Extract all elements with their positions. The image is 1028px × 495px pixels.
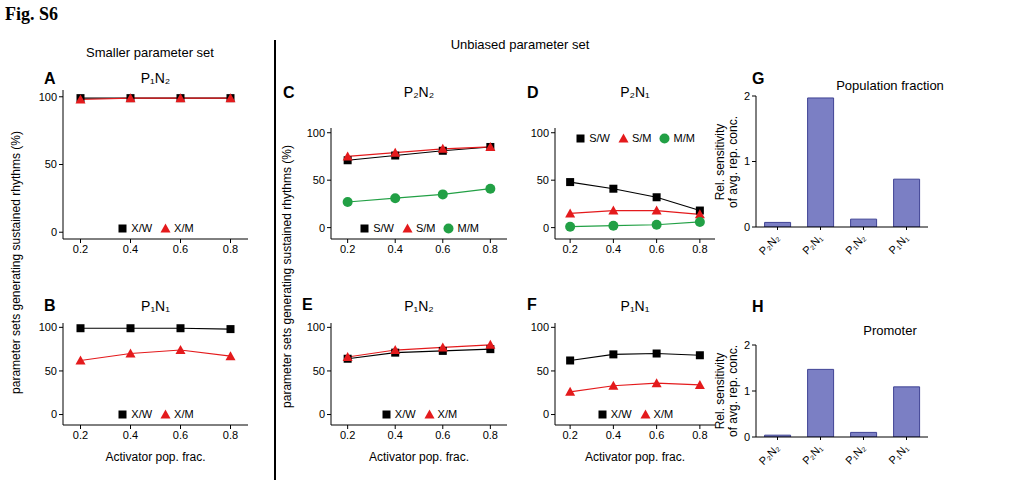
svg-text:P₁N₂: P₁N₂ [843,232,868,257]
svg-text:2: 2 [744,91,750,102]
html-text:C: C [283,84,295,101]
html-text:X/W: X/W [131,222,153,234]
html-text:Fig. S6: Fig. S6 [5,4,58,24]
html-text:P₁N₂: P₁N₂ [140,70,171,86]
svg-text:0.6: 0.6 [649,429,664,441]
html-text:A: A [44,70,56,87]
svg-text:0.4: 0.4 [606,243,621,255]
svg-text:0.2: 0.2 [73,429,88,441]
html-text:D: D [527,84,539,101]
svg-text:100: 100 [531,127,549,139]
svg-text:50: 50 [45,158,57,170]
html-text:S/W: S/W [589,132,610,144]
html-text:P₂N₂: P₂N₂ [403,84,435,100]
svg-text:P₂N₁: P₂N₁ [800,232,825,257]
html-text:X/W: X/W [131,408,153,420]
svg-text:0.6: 0.6 [173,429,188,441]
html-text:P₁N₁: P₁N₁ [141,298,170,314]
html-text:P₁N₁: P₁N₁ [620,298,650,314]
svg-text:0.6: 0.6 [649,243,664,255]
svg-text:0.2: 0.2 [340,429,355,441]
svg-text:50: 50 [537,365,549,377]
html-text:Population fraction: Population fraction [836,78,944,93]
svg-text:0: 0 [543,222,549,234]
svg-text:P₂N₂: P₂N₂ [756,442,781,467]
html-text:X/M: X/M [653,408,674,420]
svg-text:0.6: 0.6 [435,429,450,441]
html-text:Activator pop. frac.: Activator pop. frac. [369,450,469,464]
html-text:M/M: M/M [457,222,479,234]
html-text:parameter sets generating sust: parameter sets generating sustained rhyt… [8,130,23,394]
svg-text:50: 50 [313,174,325,186]
html-text:X/M: X/M [174,222,194,234]
html-text:X/W: X/W [394,408,416,420]
html-text:H: H [752,298,764,315]
svg-text:50: 50 [45,365,57,377]
svg-text:1: 1 [744,155,750,167]
html-text:Activator pop. frac.: Activator pop. frac. [105,450,206,464]
svg-text:0: 0 [744,221,750,233]
svg-text:100: 100 [307,127,325,139]
html-text:of avg. rep. conc.: of avg. rep. conc. [726,115,740,208]
svg-text:P₁N₂: P₁N₂ [843,442,868,467]
svg-text:0.8: 0.8 [483,243,498,255]
svg-text:P₁N₁: P₁N₁ [886,442,911,467]
svg-text:0.6: 0.6 [173,243,188,255]
html-text:G: G [752,70,765,87]
svg-text:0.4: 0.4 [388,243,403,255]
svg-text:0.2: 0.2 [562,429,577,441]
svg-text:0.4: 0.4 [388,429,403,441]
html-text:S/W: S/W [373,222,394,234]
svg-text:P₁N₁: P₁N₁ [886,232,911,257]
svg-text:P₂N₂: P₂N₂ [756,232,781,257]
svg-text:50: 50 [537,174,549,186]
svg-text:0.2: 0.2 [340,243,355,255]
svg-text:100: 100 [39,91,57,103]
svg-text:2: 2 [744,340,750,351]
svg-text:100: 100 [39,321,57,333]
svg-text:P₂N₁: P₂N₁ [800,442,825,467]
svg-text:0.4: 0.4 [606,429,621,441]
html-text:B: B [44,297,56,314]
html-text:M/M: M/M [673,132,695,144]
html-text:P₁N₂: P₁N₂ [404,298,434,314]
html-text:Rel. sensitivity: Rel. sensitivity [713,123,727,200]
html-text:X/M: X/M [174,408,194,420]
svg-text:0: 0 [543,408,549,420]
html-text:X/W: X/W [610,408,632,420]
html-text:P₂N₁: P₂N₁ [620,84,650,100]
html-text:Promoter: Promoter [863,323,917,338]
svg-text:0.8: 0.8 [692,243,707,255]
svg-text:0.8: 0.8 [483,429,498,441]
svg-text:0.4: 0.4 [123,243,138,255]
html-text:Rel. sensitivity: Rel. sensitivity [713,352,727,430]
svg-text:0.4: 0.4 [123,429,138,441]
svg-text:0.2: 0.2 [73,243,88,255]
html-text:of avg. rep. conc.: of avg. rep. conc. [726,345,740,437]
svg-text:0.2: 0.2 [562,243,577,255]
html-text:X/M: X/M [437,408,458,420]
svg-text:0.8: 0.8 [223,429,238,441]
html-text:F: F [527,296,537,313]
svg-text:50: 50 [313,365,325,377]
html-text:E: E [302,296,313,313]
svg-text:0: 0 [744,431,750,443]
html-text:Activator pop. frac.: Activator pop. frac. [585,450,685,464]
svg-text:0: 0 [319,408,325,420]
svg-text:0.8: 0.8 [692,429,707,441]
svg-text:1: 1 [744,385,750,397]
svg-text:0.8: 0.8 [223,243,238,255]
svg-text:100: 100 [307,321,325,333]
html-text:S/M: S/M [415,222,436,234]
svg-text:100: 100 [531,321,549,333]
svg-text:0: 0 [319,222,325,234]
html-text:S/M: S/M [631,132,652,144]
html-text:Smaller parameter set: Smaller parameter set [86,45,214,60]
svg-text:0.6: 0.6 [435,243,450,255]
svg-text:0: 0 [51,408,57,420]
svg-text:0: 0 [51,226,57,238]
html-text:parameter sets generating sust: parameter sets generating sustained rhyt… [279,144,294,408]
html-text:Unbiased parameter set: Unbiased parameter set [450,37,590,52]
